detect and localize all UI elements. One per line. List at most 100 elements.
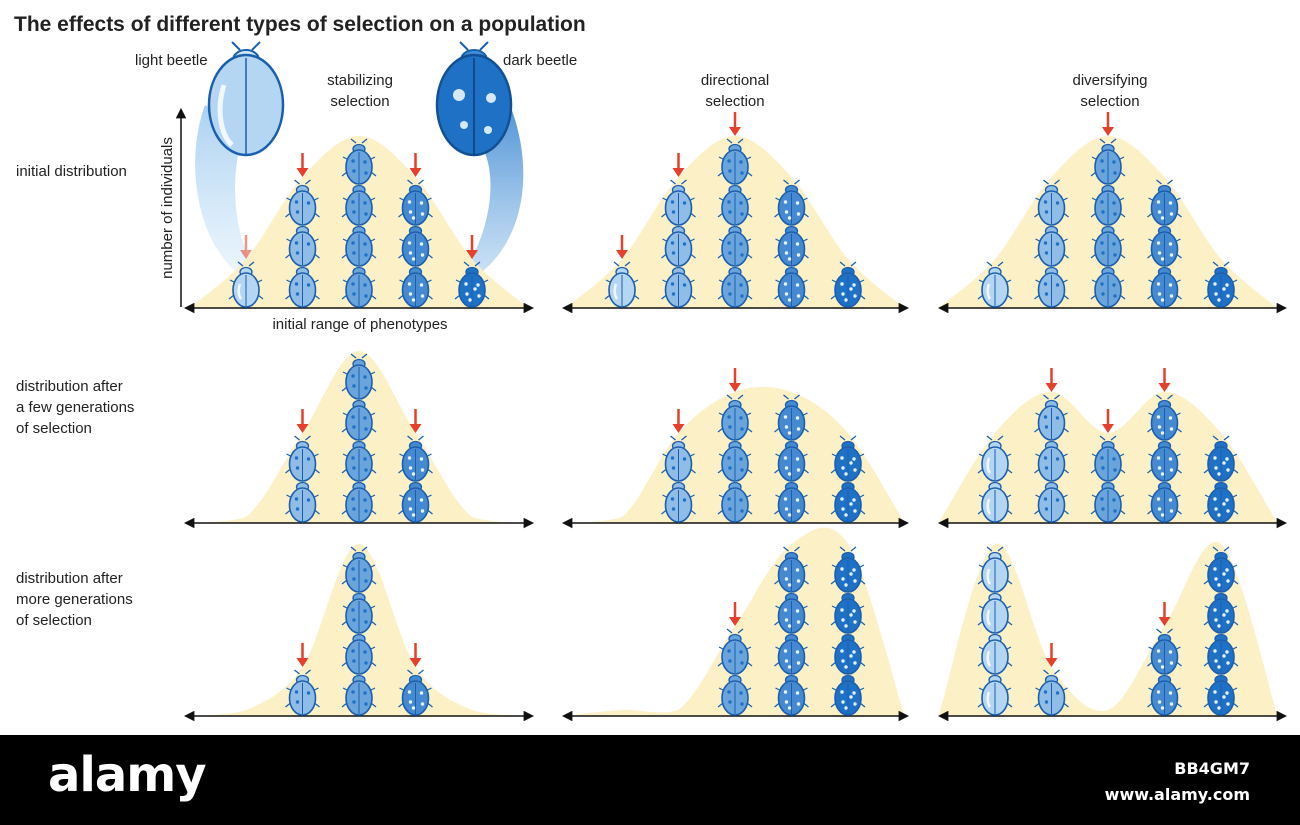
brand-logo: alamy — [48, 747, 207, 803]
selection-diagram: The effects of different types of select… — [14, 13, 1288, 722]
footer-bar: alamy BB4GM7 www.alamy.com — [0, 735, 1300, 825]
distribution-panel — [937, 368, 1288, 529]
beetle-icon — [717, 179, 753, 226]
selection-arrow — [409, 409, 422, 433]
selection-arrow — [729, 368, 741, 392]
beetle-icon — [285, 220, 320, 267]
beetle-icon — [341, 179, 377, 226]
beetle-icon — [398, 261, 433, 308]
figure-title: The effects of different types of select… — [14, 13, 586, 36]
selection-arrow — [240, 235, 252, 259]
beetle-icon — [1147, 179, 1182, 226]
beetle-icon — [604, 261, 640, 308]
beetle-icon — [285, 261, 320, 308]
beetle-icon — [341, 394, 377, 441]
beetle-icon — [1203, 261, 1239, 308]
selection-arrow — [616, 235, 628, 259]
dark-beetle-sweep — [462, 105, 524, 275]
row-label-more-generations: distribution after more generations of s… — [16, 570, 133, 629]
selection-arrow — [1045, 643, 1058, 667]
beetle-icon — [285, 179, 320, 226]
image-code: BB4GM7 — [1174, 759, 1250, 778]
selection-arrow — [1045, 368, 1058, 392]
beetle-icon — [717, 261, 753, 308]
light-beetle-sweep — [195, 105, 258, 275]
site-url: www.alamy.com — [1104, 785, 1250, 804]
beetle-icon — [1034, 179, 1069, 226]
column-header-line2: selection — [705, 93, 764, 110]
selection-arrow — [296, 409, 309, 433]
distribution-panel — [183, 351, 535, 529]
beetle-icon — [977, 546, 1013, 593]
selection-arrow — [1158, 368, 1171, 392]
beetle-icon — [341, 261, 377, 308]
column-header-stabilizing: stabilizing selection — [327, 72, 393, 110]
beetle-icon — [774, 476, 809, 523]
selection-arrow — [296, 153, 309, 177]
beetle-icon — [341, 628, 377, 675]
beetle-icon — [774, 394, 809, 441]
beetle-icon — [398, 476, 433, 523]
beetle-icon — [977, 587, 1013, 634]
beetle-icon — [398, 179, 433, 226]
beetle-icon — [1090, 261, 1126, 308]
row-label-line: of selection — [16, 612, 92, 629]
beetle-icon — [1034, 220, 1069, 267]
beetle-icon — [1147, 220, 1182, 267]
column-header-line1: stabilizing — [327, 72, 393, 89]
beetle-icon — [830, 261, 866, 308]
beetle-icon — [830, 476, 866, 523]
distribution-panel — [561, 527, 910, 722]
beetle-icon — [977, 261, 1013, 308]
light-beetle-label: light beetle — [135, 52, 208, 69]
beetle-icon — [661, 261, 696, 308]
beetle-icon — [341, 435, 377, 482]
beetle-icon — [661, 476, 696, 523]
selection-arrow — [409, 153, 422, 177]
selection-arrow — [1158, 602, 1171, 626]
light-beetle-legend-icon — [207, 41, 285, 157]
beetle-icon — [661, 179, 696, 226]
row-label-few-generations: distribution after a few generations of … — [16, 378, 134, 437]
beetle-icon — [1203, 476, 1239, 523]
beetle-icon — [285, 669, 320, 716]
selection-arrow — [409, 643, 422, 667]
beetle-icon — [717, 394, 753, 441]
distribution-curve — [938, 541, 1278, 716]
selection-arrow — [1102, 409, 1114, 433]
beetle-icon — [830, 546, 866, 593]
distribution-panel — [937, 112, 1288, 314]
beetle-icon — [341, 669, 377, 716]
beetle-icon — [1090, 435, 1126, 482]
beetle-icon — [228, 261, 264, 308]
beetle-icon — [717, 435, 753, 482]
selection-arrow — [296, 643, 309, 667]
x-axis-label: initial range of phenotypes — [272, 316, 447, 333]
row-label-line: more generations — [16, 591, 133, 608]
beetle-icon — [977, 669, 1013, 716]
column-header-directional: directional selection — [701, 72, 769, 110]
column-header-line1: diversifying — [1072, 72, 1147, 89]
distribution-panel — [561, 368, 910, 529]
beetle-icon — [341, 138, 377, 185]
dark-beetle-legend-icon — [435, 41, 513, 157]
beetle-icon — [341, 476, 377, 523]
dark-beetle-label: dark beetle — [503, 52, 577, 69]
row-label-line: of selection — [16, 420, 92, 437]
distribution-curve — [565, 527, 905, 716]
beetle-icon — [717, 669, 753, 716]
beetle-icon — [774, 261, 809, 308]
selection-arrow — [466, 235, 478, 259]
row-label-line: distribution after — [16, 570, 123, 587]
y-axis-label: number of individuals — [159, 137, 176, 279]
panels-layer — [183, 112, 1288, 722]
selection-arrow — [672, 409, 685, 433]
beetle-icon — [1203, 546, 1239, 593]
selection-arrow — [729, 112, 741, 136]
row-label-line: distribution after — [16, 378, 123, 395]
distribution-panel — [183, 544, 535, 722]
beetle-icon — [1203, 435, 1239, 482]
beetle-icon — [774, 220, 809, 267]
distribution-panel — [937, 541, 1288, 722]
row-label-line: a few generations — [16, 399, 134, 416]
